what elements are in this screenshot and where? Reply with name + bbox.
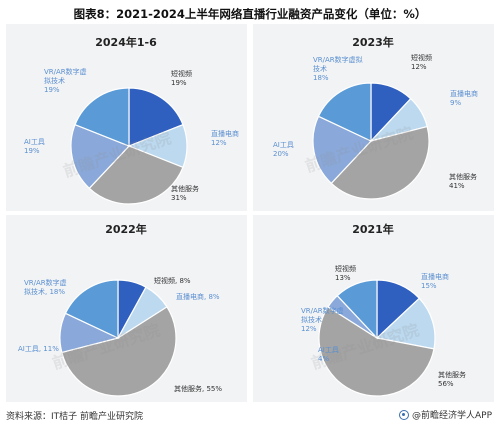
slice-label: 短视频 13% xyxy=(335,264,356,282)
slice-label: VR/AR数字虚拟技术, 18% xyxy=(24,278,67,296)
brand-credit: @前瞻经济学人APP xyxy=(398,408,492,421)
slice-label: VR/AR数字虚拟技术 19% xyxy=(44,67,87,94)
pie-slice-other-services xyxy=(61,306,177,397)
chart-title: 2024年1-6 xyxy=(95,35,157,49)
pie-panel-2021: 2021年 前瞻产业研究院 短视频 13% 直播电商 15% 其他服务 56% AI工具 4% VR… xyxy=(253,215,494,402)
pie-slice-vr-ar xyxy=(64,279,119,339)
pie-slice-vr-ar xyxy=(317,82,372,142)
slice-label: 直播电商 9% xyxy=(450,89,478,107)
slice-label: VR/AR数字虚拟技术 18% xyxy=(313,55,363,82)
slice-label: AI工具 4% xyxy=(318,346,339,363)
pie-slice-live-ecommerce xyxy=(375,297,436,350)
slice-label: 其他服务 56% xyxy=(438,370,466,388)
pie-slice-short-video xyxy=(128,87,184,147)
chart-grid: 2024年1-6 前瞻产业研究院 短视频 19% 直播电商 12% 其他服务 31% AI工具 1… xyxy=(6,24,494,402)
slice-label: 短视频, 8% xyxy=(154,276,191,285)
pie-slice-other-services xyxy=(318,306,435,397)
pie-slice-other-services xyxy=(88,145,184,205)
page-title: 图表8：2021-2024上半年网络直播行业融资产品变化（单位：%） xyxy=(73,7,427,21)
pie-slice-other-services xyxy=(330,125,430,200)
slice-label: AI工具 19% xyxy=(24,138,45,155)
pie-slice-ai-tools xyxy=(312,115,373,185)
slice-label: 直播电商 15% xyxy=(421,272,449,290)
brand-logo-icon xyxy=(398,409,409,420)
slice-label: VR/AR数字虚拟技术 12% xyxy=(301,306,344,333)
chart-title: 2021年 xyxy=(352,222,394,236)
slice-label: 其他服务 31% xyxy=(171,184,199,202)
slice-label: 短视频 12% xyxy=(411,53,432,71)
pie-panel-2023: 2023年 前瞻产业研究院 短视频 12% 直播电商 9% 其他服务 41% AI工具 20% VR… xyxy=(253,24,494,211)
slice-label: 其他服务 41% xyxy=(449,172,477,190)
pie-slice-vr-ar xyxy=(336,279,378,340)
slice-label: 其他服务, 55% xyxy=(174,384,222,393)
slice-label: 直播电商 12% xyxy=(211,129,239,147)
chart-title: 2023年 xyxy=(352,35,394,49)
pie-panel-2022: 2022年 前瞻产业研究院 短视频, 8% 直播电商, 8% 其他服务, 55% AI工具… xyxy=(6,215,247,402)
slice-label: AI工具 20% xyxy=(273,141,294,158)
brand-text: @前瞻经济学人APP xyxy=(411,411,492,421)
slice-label: AI工具, 11% xyxy=(18,345,59,353)
slice-label: 短视频 19% xyxy=(171,69,192,87)
pie-slice-vr-ar xyxy=(74,87,130,147)
source-note: 资料来源：IT桔子 前瞻产业研究院 xyxy=(6,412,144,422)
chart-title: 2022年 xyxy=(105,222,147,236)
pie-panel-2024h1: 2024年1-6 前瞻产业研究院 短视频 19% 直播电商 12% 其他服务 31% AI工具 1… xyxy=(6,24,247,211)
slice-label: 直播电商, 8% xyxy=(176,292,220,301)
